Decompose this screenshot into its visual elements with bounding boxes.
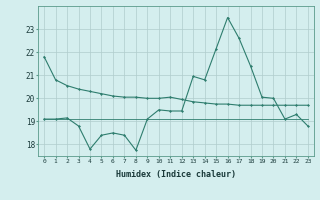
X-axis label: Humidex (Indice chaleur): Humidex (Indice chaleur) <box>116 170 236 179</box>
